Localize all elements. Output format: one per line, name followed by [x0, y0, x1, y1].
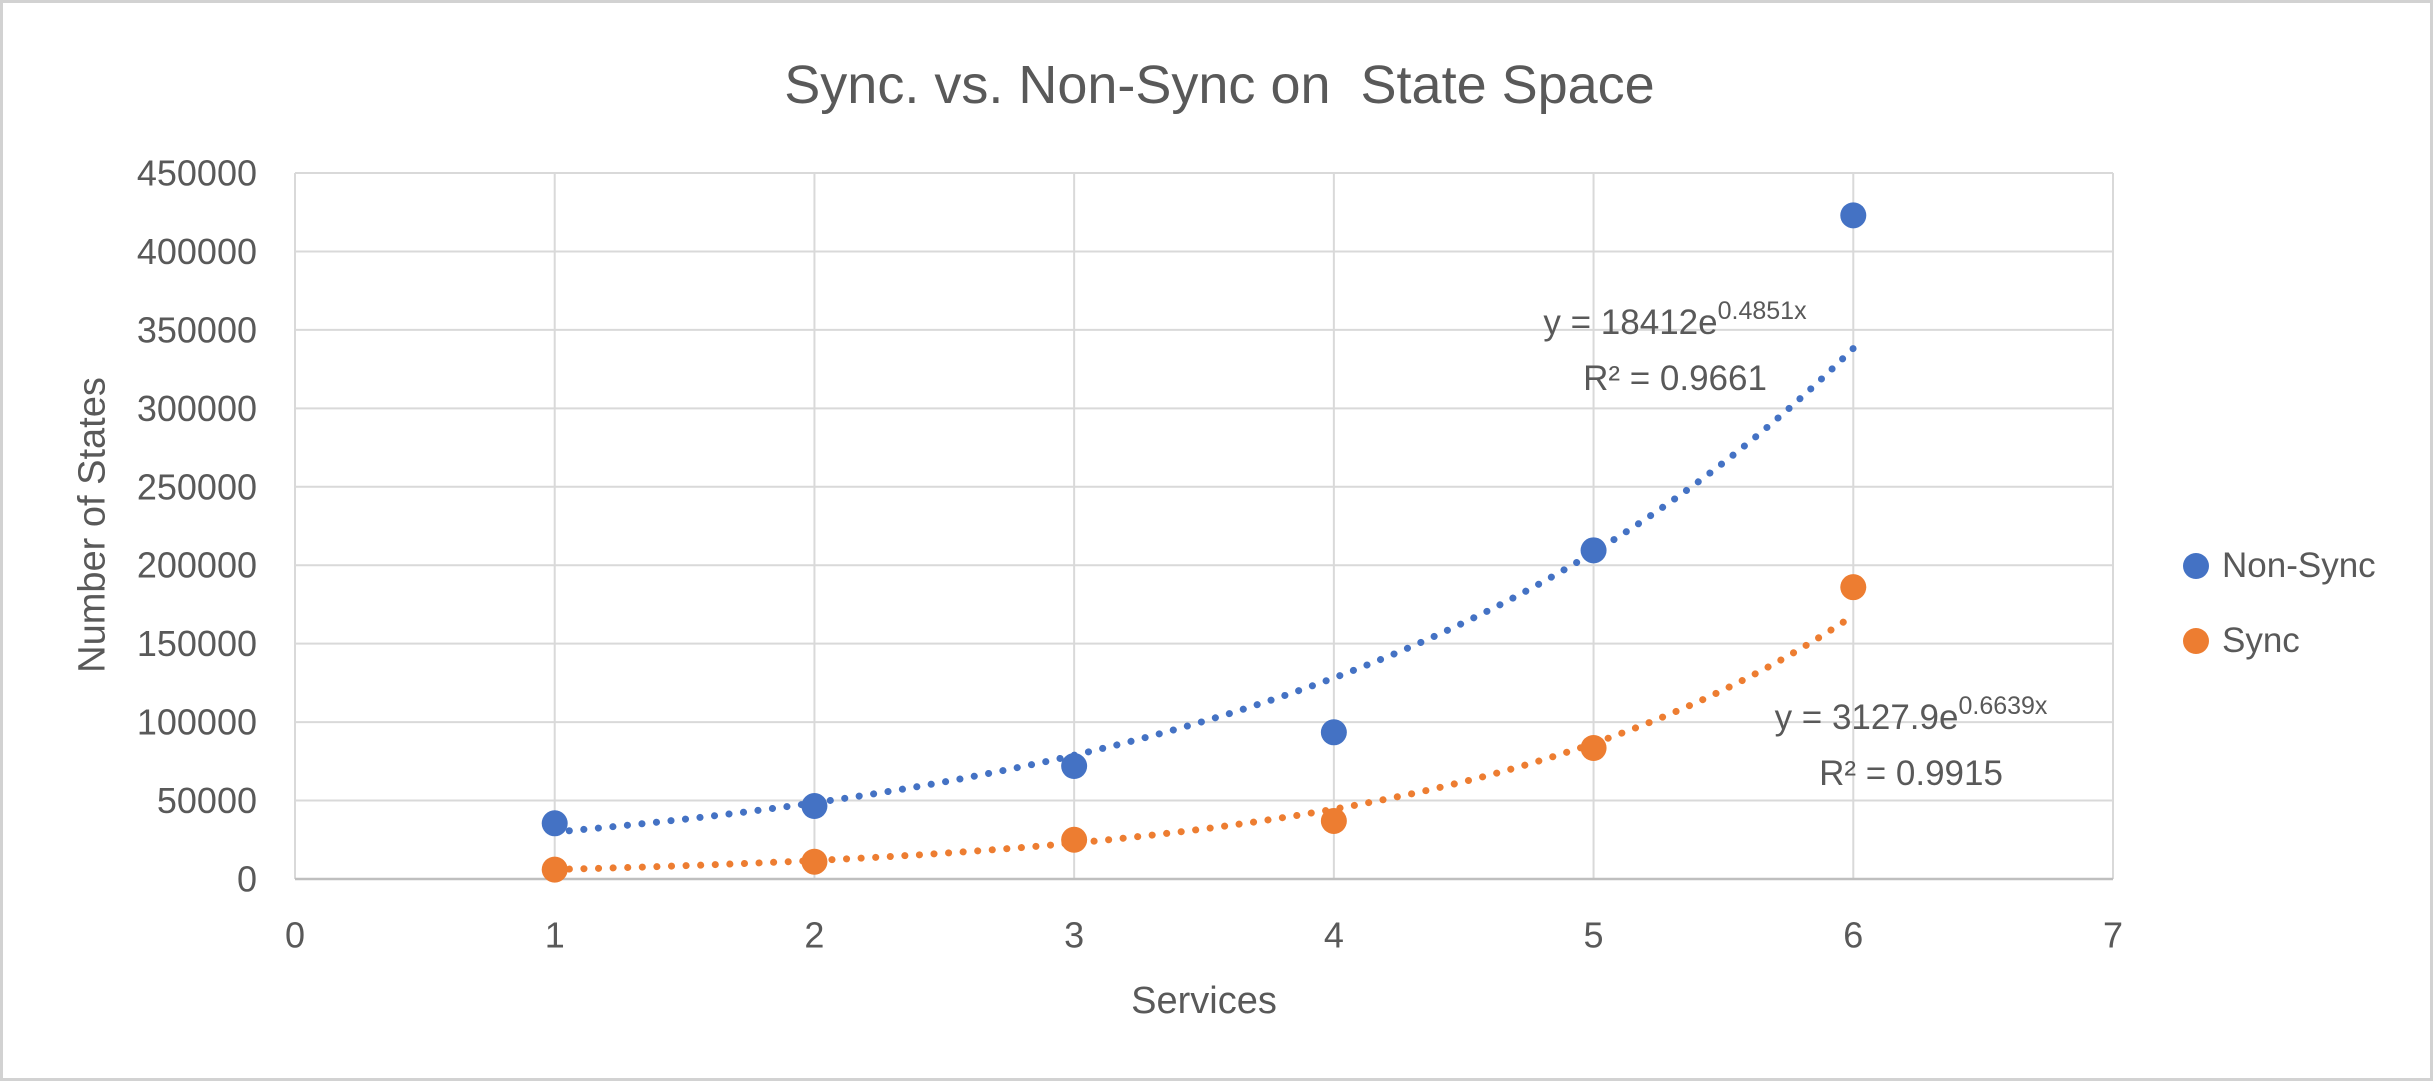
y-tick-label: 50000	[157, 780, 257, 821]
trendline-equation-line: y = 18412e0.4851x	[1395, 295, 1955, 351]
x-tick-label: 2	[804, 915, 824, 956]
x-tick-label: 0	[285, 915, 305, 956]
equation-exponent: 0.6639x	[1958, 692, 2048, 721]
y-tick-label: 250000	[137, 466, 257, 507]
legend-marker-icon	[2183, 553, 2209, 579]
trendline-r2-line: R² = 0.9915	[1819, 754, 2003, 793]
scatter-point-non-sync	[1840, 202, 1867, 229]
equation-base: y = 18412e	[1543, 303, 1718, 342]
scatter-point-sync	[1320, 807, 1347, 834]
y-tick-label: 350000	[137, 309, 257, 350]
scatter-point-non-sync	[801, 793, 828, 820]
y-tick-label: 300000	[137, 388, 257, 429]
legend-item-label: Non-Sync	[2222, 546, 2376, 585]
legend-item-label: Sync	[2222, 621, 2300, 660]
scatter-point-non-sync	[1580, 537, 1607, 564]
trendline-r2-line: R² = 0.9661	[1583, 359, 1767, 398]
legend-item-non-sync: Non-Sync	[2183, 541, 2376, 591]
y-tick-label: 150000	[137, 623, 257, 664]
y-tick-label: 200000	[137, 545, 257, 586]
scatter-point-sync	[801, 848, 828, 875]
y-tick-label: 100000	[137, 702, 257, 743]
trendline-equation-sync: y = 3127.9e0.6639x R² = 0.9915	[1631, 690, 2191, 802]
scatter-point-sync	[1840, 574, 1867, 601]
scatter-point-non-sync	[541, 810, 568, 837]
plot-area: 0500001000001500002000002500003000003500…	[137, 153, 2123, 956]
y-tick-label: 450000	[137, 153, 257, 194]
trendline-sync	[551, 612, 1857, 873]
x-tick-label: 7	[2103, 915, 2123, 956]
trendline-equation-line: y = 3127.9e0.6639x	[1631, 690, 2191, 746]
scatter-point-sync	[1061, 826, 1088, 853]
equation-base: y = 3127.9e	[1774, 698, 1959, 737]
y-axis-title: Number of States	[71, 377, 114, 673]
y-tick-label: 0	[237, 859, 257, 900]
x-tick-label: 5	[1584, 915, 1604, 956]
legend-item-sync: Sync	[2183, 616, 2300, 666]
equation-exponent: 0.4851x	[1717, 297, 1807, 326]
scatter-point-sync	[541, 856, 568, 883]
chart-title: Sync. vs. Non-Sync on State Space	[784, 55, 1655, 115]
legend-marker-icon	[2183, 628, 2209, 654]
scatter-point-non-sync	[1061, 753, 1088, 780]
x-axis-title: Services	[1131, 980, 1277, 1022]
scatter-point-sync	[1580, 734, 1607, 761]
scatter-point-non-sync	[1320, 719, 1347, 746]
y-tick-label: 400000	[137, 231, 257, 272]
x-tick-label: 3	[1064, 915, 1084, 956]
trendline-equation-non-sync: y = 18412e0.4851x R² = 0.9661	[1395, 295, 1955, 407]
x-tick-label: 4	[1324, 915, 1344, 956]
x-tick-label: 1	[545, 915, 565, 956]
x-tick-label: 6	[1843, 915, 1863, 956]
trendline-non-sync	[551, 344, 1857, 836]
